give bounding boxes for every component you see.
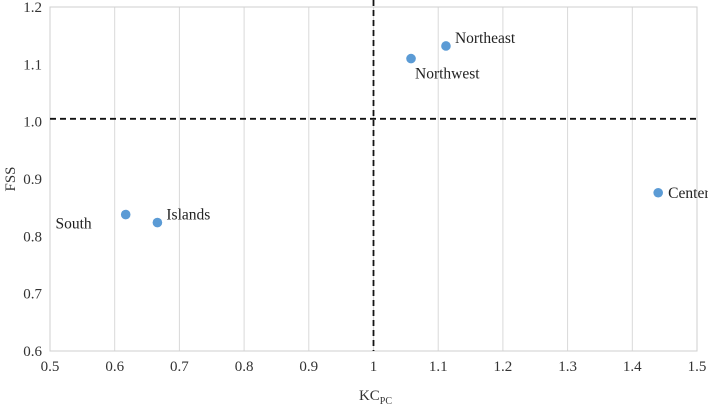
data-point xyxy=(653,187,663,198)
data-point xyxy=(441,41,451,51)
point-label: Islands xyxy=(166,207,210,224)
point-label: South xyxy=(56,216,92,233)
data-point xyxy=(406,53,416,64)
x-tick-label: 1.5 xyxy=(688,359,707,375)
y-tick-label: 1.2 xyxy=(23,0,42,16)
y-tick-label: 1.1 xyxy=(23,57,42,73)
point-label: Northeast xyxy=(455,30,516,47)
x-tick-label: 1.3 xyxy=(558,359,577,375)
x-axis-title-subscript: PC xyxy=(380,396,393,407)
reference-lines xyxy=(50,0,697,351)
x-tick-label: 0.6 xyxy=(105,359,124,375)
x-tick-label: 1.4 xyxy=(623,359,642,375)
data-point xyxy=(152,217,163,228)
y-tick-label: 0.8 xyxy=(23,229,42,245)
x-tick-label: 0.5 xyxy=(41,359,60,375)
y-tick-label: 1.0 xyxy=(23,115,42,131)
x-tick-label: 1.1 xyxy=(429,359,448,375)
y-tick-label: 0.7 xyxy=(23,287,42,303)
data-points xyxy=(120,41,663,228)
point-label: Northwest xyxy=(415,66,480,83)
x-tick-label: 1 xyxy=(370,359,378,375)
y-tick-label: 0.9 xyxy=(23,172,42,188)
tick-labels: 0.5 0.6 0.7 0.8 0.9 1 1.1 1.2 1.3 1.4 1.50.60.70.8… xyxy=(23,0,706,375)
point-label: Center xyxy=(668,185,708,202)
x-tick-label: 0.9 xyxy=(299,359,318,375)
x-tick-label: 1.2 xyxy=(494,359,513,375)
y-tick-label: 0.6 xyxy=(23,344,42,360)
x-axis-title: KCPC xyxy=(359,388,392,407)
x-tick-label: 0.8 xyxy=(235,359,254,375)
y-axis-title: FSS xyxy=(3,166,19,191)
x-tick-label: 0.7 xyxy=(170,359,189,375)
x-axis-title-main: KC xyxy=(359,388,380,404)
data-point xyxy=(120,209,131,220)
point-labels: Northeast Northwest Center Islands South xyxy=(56,30,708,233)
grid xyxy=(49,7,698,351)
